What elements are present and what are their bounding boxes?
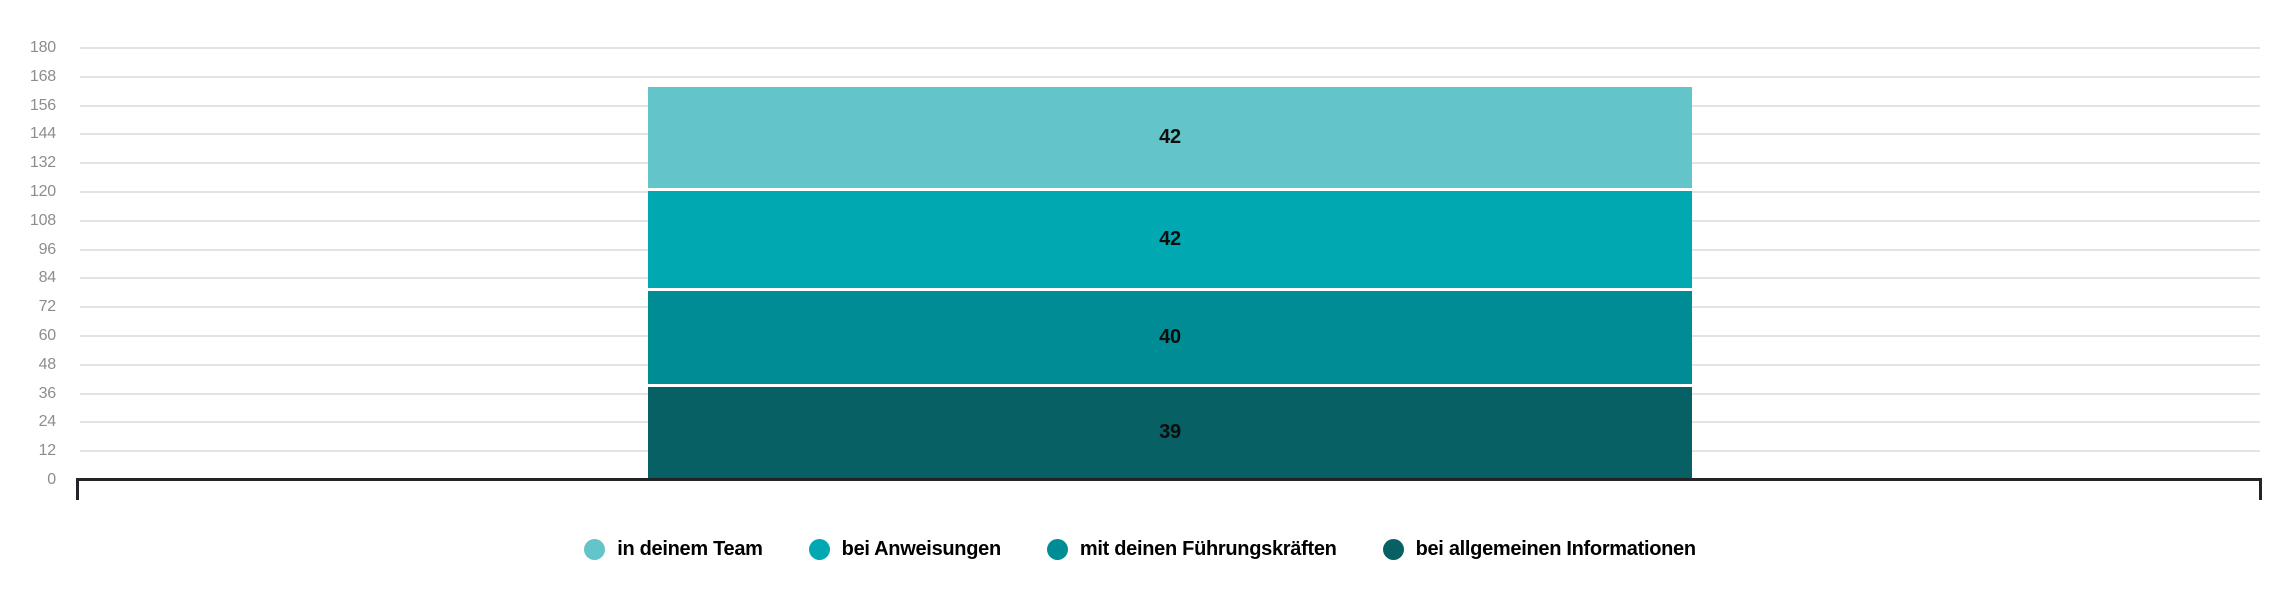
x-axis-tick-right [2259, 478, 2262, 500]
bar-segment-mit-deinen-fuehrungskraeften[interactable]: 40 [648, 288, 1692, 385]
legend-item-label: bei allgemeinen Informationen [1415, 538, 1697, 560]
bar-value-label: 40 [1159, 326, 1181, 349]
legend-marker-icon [808, 539, 830, 560]
y-axis-tick-label: 132 [29, 154, 56, 172]
y-axis-tick-label: 60 [38, 327, 57, 344]
x-axis-tick-left [76, 478, 79, 500]
x-axis-line [76, 478, 2262, 481]
bar-value-label: 42 [1159, 125, 1181, 148]
y-axis-tick-label: 120 [29, 183, 56, 200]
y-axis-tick-label: 12 [38, 442, 57, 460]
y-axis: 0 12 24 36 48 60 72 84 96 108 120 132 144 156 168 180 [0, 39, 57, 488]
bar-value-label: 42 [1159, 228, 1181, 250]
legend-item-bei-allgemeinen-informationen[interactable]: bei allgemeinen Informationen [1382, 538, 1697, 561]
legend-item-label: mit deinen Führungskräften [1079, 538, 1337, 560]
legend-item-mit-deinen-fuehrungskraeften[interactable]: mit deinen Führungskräften [1046, 538, 1337, 561]
y-axis-tick-label: 156 [29, 96, 56, 114]
y-axis-tick-label: 84 [38, 269, 57, 287]
y-axis-tick-label: 72 [38, 298, 57, 316]
legend-marker-icon [1046, 539, 1068, 560]
bar-segment-bei-allgemeinen-informationen[interactable]: 39 [648, 384, 1692, 478]
legend-item-label: in deinem Team [617, 538, 763, 560]
y-axis-tick-label: 180 [29, 39, 56, 56]
y-axis-tick-label: 96 [38, 240, 57, 258]
legend: in deinem Team bei Anweisungen mit deinen … [0, 538, 2280, 561]
bar-category-0: 42 42 40 39 [648, 86, 1692, 478]
legend-item-in-deinem-team[interactable]: in deinem Team [584, 538, 763, 561]
bar-segment-bei-anweisungen[interactable]: 42 [648, 187, 1692, 289]
y-axis-tick-label: 0 [47, 471, 56, 488]
gridline [80, 75, 2260, 78]
bar-segment-in-deinem-team[interactable]: 42 [648, 86, 1692, 188]
y-axis-tick-label: 144 [29, 125, 56, 143]
legend-item-label: bei Anweisungen [841, 538, 1002, 560]
legend-marker-icon [584, 539, 606, 560]
y-axis-tick-label: 168 [29, 67, 56, 85]
gridline [80, 47, 2260, 49]
y-axis-tick-label: 48 [38, 355, 57, 373]
legend-marker-icon [1382, 539, 1404, 560]
y-axis-tick-label: 36 [38, 384, 57, 402]
plot-area: 42 42 40 39 [80, 47, 2260, 480]
y-axis-tick-label: 108 [29, 211, 56, 229]
y-axis-tick-label: 24 [38, 413, 57, 431]
legend-item-bei-anweisungen[interactable]: bei Anweisungen [808, 538, 1002, 561]
bar-value-label: 39 [1159, 421, 1181, 444]
